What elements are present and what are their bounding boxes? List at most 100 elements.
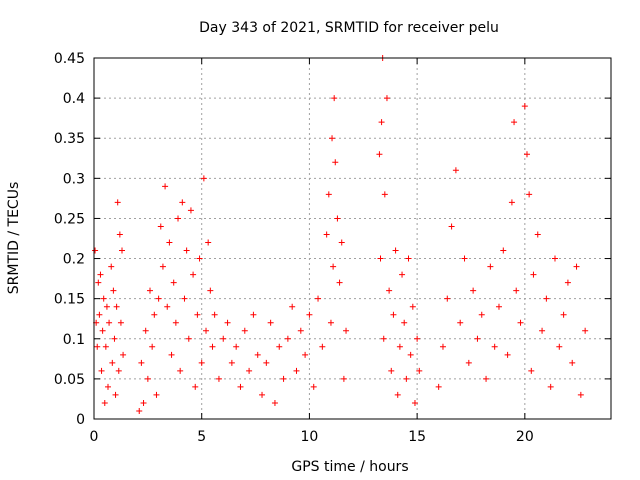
- data-point: [142, 327, 149, 334]
- data-point: [144, 375, 151, 382]
- data-point: [100, 295, 107, 302]
- y-axis-label: SRMTID / TECUs: [6, 182, 22, 295]
- data-point: [457, 319, 464, 326]
- data-point: [108, 263, 115, 270]
- data-point: [105, 383, 112, 390]
- data-point: [200, 175, 207, 182]
- data-point: [119, 247, 126, 254]
- data-point: [521, 103, 528, 110]
- data-point: [483, 375, 490, 382]
- data-point: [276, 343, 283, 350]
- data-point: [327, 319, 334, 326]
- data-point: [297, 327, 304, 334]
- data-point: [120, 351, 127, 358]
- data-point: [560, 311, 567, 318]
- data-point: [383, 95, 390, 102]
- data-point: [136, 407, 143, 414]
- x-tick-label: 0: [90, 429, 99, 445]
- data-point: [194, 311, 201, 318]
- data-point: [192, 383, 199, 390]
- data-point: [289, 303, 296, 310]
- data-point: [293, 367, 300, 374]
- data-point: [254, 351, 261, 358]
- data-point: [116, 231, 123, 238]
- data-point: [196, 255, 203, 262]
- data-point: [340, 375, 347, 382]
- data-point: [401, 319, 408, 326]
- data-point: [155, 295, 162, 302]
- data-point: [526, 191, 533, 198]
- data-point: [203, 327, 210, 334]
- data-point: [378, 119, 385, 126]
- data-point: [392, 247, 399, 254]
- data-point: [94, 343, 101, 350]
- data-point: [331, 95, 338, 102]
- data-point: [175, 215, 182, 222]
- data-point: [110, 287, 117, 294]
- y-tick-label: 0.15: [54, 292, 85, 308]
- data-point: [439, 343, 446, 350]
- data-point: [403, 375, 410, 382]
- data-point: [388, 367, 395, 374]
- y-tick-label: 0.4: [63, 91, 85, 107]
- data-point: [435, 383, 442, 390]
- data-point: [102, 343, 109, 350]
- data-point: [147, 287, 154, 294]
- y-tick-label: 0.05: [54, 372, 85, 388]
- data-point: [220, 335, 227, 342]
- data-point: [319, 343, 326, 350]
- data-point: [164, 303, 171, 310]
- x-tick-label: 10: [301, 429, 319, 445]
- data-point: [414, 335, 421, 342]
- data-point: [185, 335, 192, 342]
- x-tick-label: 15: [408, 429, 426, 445]
- data-point: [157, 223, 164, 230]
- data-point: [271, 399, 278, 406]
- data-point: [306, 311, 313, 318]
- data-point: [474, 335, 481, 342]
- data-point: [470, 287, 477, 294]
- x-tick-label: 5: [197, 429, 206, 445]
- data-point: [381, 191, 388, 198]
- data-point: [330, 263, 337, 270]
- data-point: [564, 279, 571, 286]
- data-point: [448, 223, 455, 230]
- data-point: [411, 399, 418, 406]
- data-point: [140, 399, 147, 406]
- data-point: [183, 247, 190, 254]
- y-tick-label: 0.1: [63, 332, 85, 348]
- y-tick-labels: 0 0.05 0.1 0.15 0.2 0.25 0.3 0.35 0.4 0.45: [54, 51, 85, 428]
- data-point: [103, 303, 110, 310]
- data-point: [159, 263, 166, 270]
- data-point: [376, 151, 383, 158]
- data-point: [394, 391, 401, 398]
- data-point: [461, 255, 468, 262]
- data-point: [246, 367, 253, 374]
- data-point: [95, 279, 102, 286]
- data-point: [511, 119, 518, 126]
- data-point: [98, 367, 105, 374]
- data-point: [177, 367, 184, 374]
- data-point: [112, 391, 119, 398]
- data-point: [556, 343, 563, 350]
- y-tick-label: 0.35: [54, 131, 85, 147]
- data-point: [329, 135, 336, 142]
- grid-lines: [94, 58, 611, 419]
- data-point: [491, 343, 498, 350]
- data-point: [263, 359, 270, 366]
- data-point: [539, 327, 546, 334]
- data-point: [267, 319, 274, 326]
- data-point: [241, 327, 248, 334]
- data-point: [284, 335, 291, 342]
- data-point: [190, 271, 197, 278]
- data-point: [325, 191, 332, 198]
- data-point: [111, 335, 118, 342]
- data-points: [92, 55, 589, 414]
- data-point: [181, 295, 188, 302]
- data-point: [528, 367, 535, 374]
- data-point: [332, 159, 339, 166]
- data-point: [569, 359, 576, 366]
- data-point: [386, 287, 393, 294]
- data-point: [215, 375, 222, 382]
